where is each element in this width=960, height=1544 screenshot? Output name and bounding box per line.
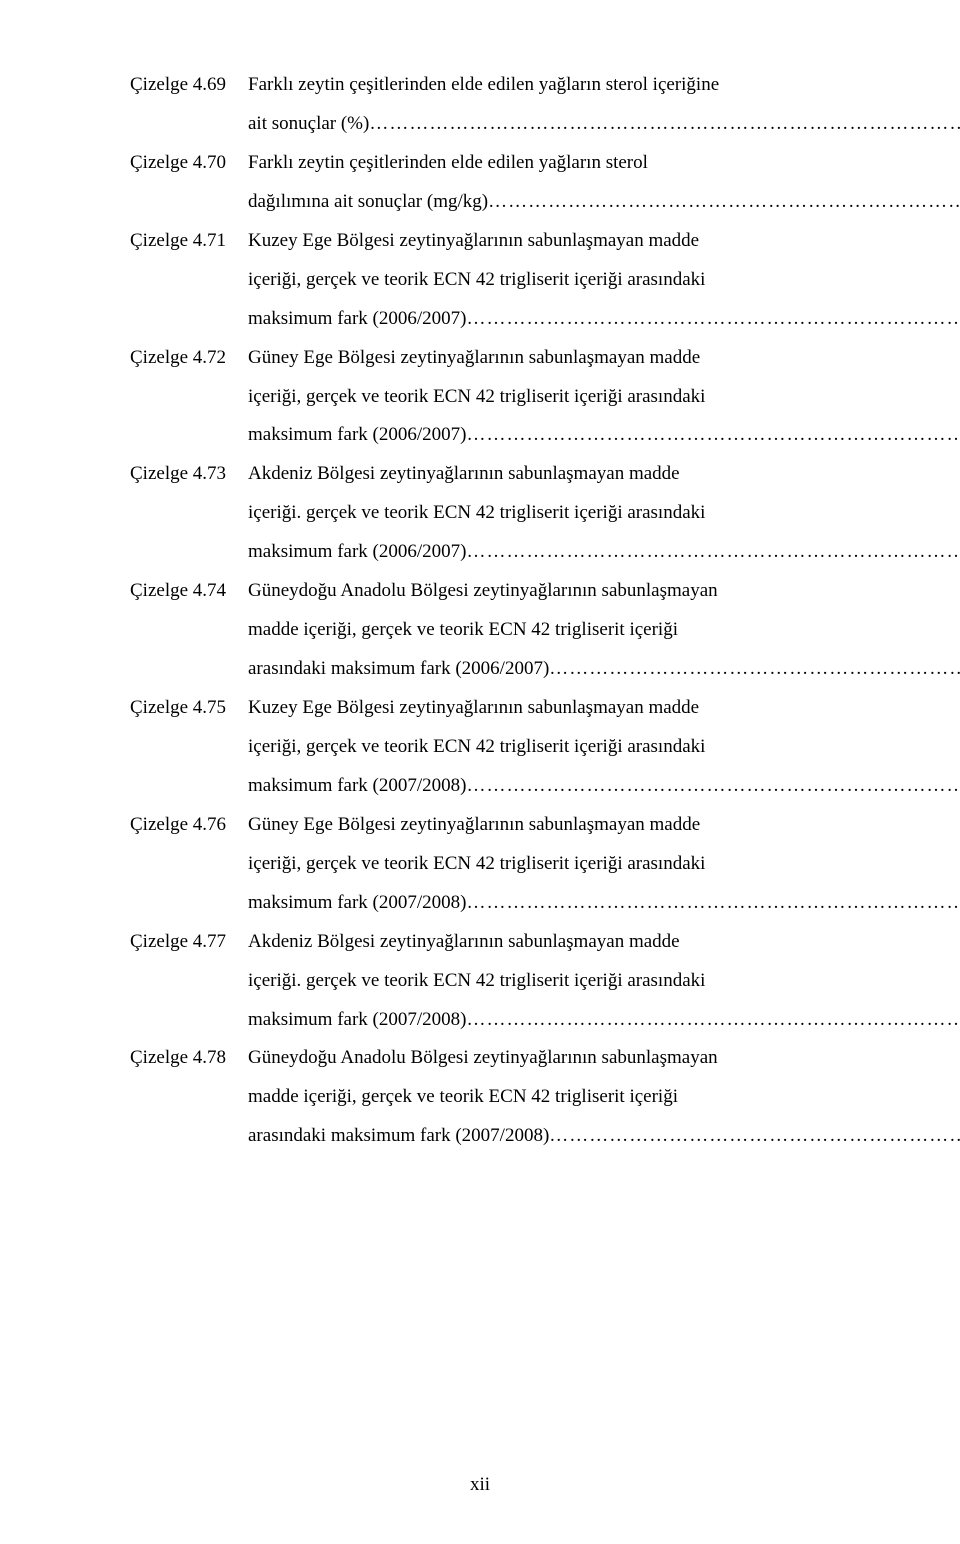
toc-row: Çizelge 4.72Güney Ege Bölgesi zeytinyağl… bbox=[130, 339, 850, 378]
entry-tail: maksimum fark (2007/2008) bbox=[248, 884, 466, 923]
entry-last-line: maksimum fark (2006/2007)………………………………………… bbox=[248, 416, 960, 455]
entry-last-line: maksimum fark (2006/2007)………………………………………… bbox=[248, 300, 960, 339]
toc-entries: Çizelge 4.69Farklı zeytin çeşitlerinden … bbox=[130, 66, 850, 1156]
entry-description: dağılımına ait sonuçlar (mg/kg)………………………… bbox=[248, 183, 960, 222]
toc-row: içeriği, gerçek ve teorik ECN 42 triglis… bbox=[130, 378, 850, 417]
toc-row: Çizelge 4.76Güney Ege Bölgesi zeytinyağl… bbox=[130, 806, 850, 845]
entry-description: Kuzey Ege Bölgesi zeytinyağlarının sabun… bbox=[248, 222, 790, 261]
toc-row: maksimum fark (2006/2007)………………………………………… bbox=[130, 416, 850, 455]
entry-description: Farklı zeytin çeşitlerinden elde edilen … bbox=[248, 66, 790, 105]
entry-last-line: arasındaki maksimum fark (2006/2007)…………… bbox=[248, 650, 960, 689]
entry-description: içeriği. gerçek ve teorik ECN 42 triglis… bbox=[248, 962, 790, 1001]
leader-dots: …………………………………………………………………………………………………………… bbox=[466, 1001, 960, 1040]
entry-last-line: maksimum fark (2006/2007)………………………………………… bbox=[248, 533, 960, 572]
entry-description: içeriği, gerçek ve teorik ECN 42 triglis… bbox=[248, 845, 790, 884]
toc-row: Çizelge 4.71Kuzey Ege Bölgesi zeytinyağl… bbox=[130, 222, 850, 261]
toc-row: maksimum fark (2007/2008)………………………………………… bbox=[130, 767, 850, 806]
entry-last-line: arasındaki maksimum fark (2007/2008)…………… bbox=[248, 1117, 960, 1156]
entry-last-line: maksimum fark (2007/2008)………………………………………… bbox=[248, 1001, 960, 1040]
entry-description: içeriği, gerçek ve teorik ECN 42 triglis… bbox=[248, 378, 790, 417]
entry-description: Güneydoğu Anadolu Bölgesi zeytinyağların… bbox=[248, 572, 790, 611]
entry-last-line: maksimum fark (2007/2008)………………………………………… bbox=[248, 767, 960, 806]
entry-description: Farklı zeytin çeşitlerinden elde edilen … bbox=[248, 144, 790, 183]
entry-label: Çizelge 4.73 bbox=[130, 455, 248, 494]
entry-label: Çizelge 4.75 bbox=[130, 689, 248, 728]
leader-dots: …………………………………………………………………………………………………………… bbox=[466, 533, 960, 572]
entry-last-line: ait sonuçlar (%)………………………………………………………………… bbox=[248, 105, 960, 144]
entry-description: madde içeriği, gerçek ve teorik ECN 42 t… bbox=[248, 611, 790, 650]
entry-label: Çizelge 4.77 bbox=[130, 923, 248, 962]
entry-label: Çizelge 4.70 bbox=[130, 144, 248, 183]
entry-description: madde içeriği, gerçek ve teorik ECN 42 t… bbox=[248, 1078, 790, 1117]
toc-row: maksimum fark (2006/2007)………………………………………… bbox=[130, 533, 850, 572]
entry-tail: arasındaki maksimum fark (2006/2007) bbox=[248, 650, 549, 689]
entry-tail: maksimum fark (2007/2008) bbox=[248, 1001, 466, 1040]
entry-description: ait sonuçlar (%)………………………………………………………………… bbox=[248, 105, 960, 144]
toc-row: madde içeriği, gerçek ve teorik ECN 42 t… bbox=[130, 1078, 850, 1117]
toc-row: maksimum fark (2007/2008)………………………………………… bbox=[130, 884, 850, 923]
entry-description: Akdeniz Bölgesi zeytinyağlarının sabunla… bbox=[248, 923, 790, 962]
toc-row: içeriği, gerçek ve teorik ECN 42 triglis… bbox=[130, 728, 850, 767]
entry-label: Çizelge 4.69 bbox=[130, 66, 248, 105]
entry-description: maksimum fark (2007/2008)………………………………………… bbox=[248, 884, 960, 923]
toc-row: Çizelge 4.70Farklı zeytin çeşitlerinden … bbox=[130, 144, 850, 183]
entry-tail: maksimum fark (2006/2007) bbox=[248, 533, 466, 572]
entry-description: arasındaki maksimum fark (2007/2008)…………… bbox=[248, 1117, 960, 1156]
entry-last-line: dağılımına ait sonuçlar (mg/kg)………………………… bbox=[248, 183, 960, 222]
toc-row: içeriği, gerçek ve teorik ECN 42 triglis… bbox=[130, 261, 850, 300]
leader-dots: …………………………………………………………………………………………………………… bbox=[466, 300, 960, 339]
entry-label: Çizelge 4.71 bbox=[130, 222, 248, 261]
entry-label: Çizelge 4.72 bbox=[130, 339, 248, 378]
entry-tail: dağılımına ait sonuçlar (mg/kg) bbox=[248, 183, 488, 222]
toc-row: dağılımına ait sonuçlar (mg/kg)………………………… bbox=[130, 183, 850, 222]
page-number: xii bbox=[0, 1474, 960, 1496]
leader-dots: …………………………………………………………………………………………………………… bbox=[466, 767, 960, 806]
entry-description: maksimum fark (2006/2007)………………………………………… bbox=[248, 300, 960, 339]
entry-tail: maksimum fark (2007/2008) bbox=[248, 767, 466, 806]
entry-description: Güneydoğu Anadolu Bölgesi zeytinyağların… bbox=[248, 1039, 790, 1078]
toc-row: içeriği. gerçek ve teorik ECN 42 triglis… bbox=[130, 962, 850, 1001]
entry-description: Güney Ege Bölgesi zeytinyağlarının sabun… bbox=[248, 339, 790, 378]
toc-row: Çizelge 4.73Akdeniz Bölgesi zeytinyağlar… bbox=[130, 455, 850, 494]
entry-description: içeriği. gerçek ve teorik ECN 42 triglis… bbox=[248, 494, 790, 533]
toc-row: ait sonuçlar (%)………………………………………………………………… bbox=[130, 105, 850, 144]
leader-dots: …………………………………………………………………………………………………………… bbox=[488, 183, 960, 222]
entry-description: Güney Ege Bölgesi zeytinyağlarının sabun… bbox=[248, 806, 790, 845]
toc-row: arasındaki maksimum fark (2007/2008)…………… bbox=[130, 1117, 850, 1156]
entry-label: Çizelge 4.74 bbox=[130, 572, 248, 611]
toc-row: Çizelge 4.77Akdeniz Bölgesi zeytinyağlar… bbox=[130, 923, 850, 962]
toc-row: arasındaki maksimum fark (2006/2007)…………… bbox=[130, 650, 850, 689]
leader-dots: …………………………………………………………………………………………………………… bbox=[549, 1117, 960, 1156]
entry-tail: arasındaki maksimum fark (2007/2008) bbox=[248, 1117, 549, 1156]
toc-row: Çizelge 4.74Güneydoğu Anadolu Bölgesi ze… bbox=[130, 572, 850, 611]
toc-row: içeriği. gerçek ve teorik ECN 42 triglis… bbox=[130, 494, 850, 533]
entry-description: Akdeniz Bölgesi zeytinyağlarının sabunla… bbox=[248, 455, 790, 494]
toc-row: maksimum fark (2006/2007)………………………………………… bbox=[130, 300, 850, 339]
entry-description: maksimum fark (2006/2007)………………………………………… bbox=[248, 533, 960, 572]
entry-description: maksimum fark (2007/2008)………………………………………… bbox=[248, 1001, 960, 1040]
entry-last-line: maksimum fark (2007/2008)………………………………………… bbox=[248, 884, 960, 923]
toc-row: Çizelge 4.78Güneydoğu Anadolu Bölgesi ze… bbox=[130, 1039, 850, 1078]
entry-description: arasındaki maksimum fark (2006/2007)…………… bbox=[248, 650, 960, 689]
entry-label: Çizelge 4.76 bbox=[130, 806, 248, 845]
entry-tail: maksimum fark (2006/2007) bbox=[248, 416, 466, 455]
toc-row: maksimum fark (2007/2008)………………………………………… bbox=[130, 1001, 850, 1040]
entry-label: Çizelge 4.78 bbox=[130, 1039, 248, 1078]
entry-description: maksimum fark (2006/2007)………………………………………… bbox=[248, 416, 960, 455]
entry-description: maksimum fark (2007/2008)………………………………………… bbox=[248, 767, 960, 806]
entry-description: Kuzey Ege Bölgesi zeytinyağlarının sabun… bbox=[248, 689, 790, 728]
toc-row: içeriği, gerçek ve teorik ECN 42 triglis… bbox=[130, 845, 850, 884]
entry-description: içeriği, gerçek ve teorik ECN 42 triglis… bbox=[248, 728, 790, 767]
entry-tail: ait sonuçlar (%) bbox=[248, 105, 369, 144]
toc-row: madde içeriği, gerçek ve teorik ECN 42 t… bbox=[130, 611, 850, 650]
toc-row: Çizelge 4.75Kuzey Ege Bölgesi zeytinyağl… bbox=[130, 689, 850, 728]
leader-dots: …………………………………………………………………………………………………………… bbox=[549, 650, 960, 689]
leader-dots: …………………………………………………………………………………………………………… bbox=[466, 884, 960, 923]
entry-tail: maksimum fark (2006/2007) bbox=[248, 300, 466, 339]
leader-dots: …………………………………………………………………………………………………………… bbox=[466, 416, 960, 455]
leader-dots: …………………………………………………………………………………………………………… bbox=[369, 105, 960, 144]
toc-row: Çizelge 4.69Farklı zeytin çeşitlerinden … bbox=[130, 66, 850, 105]
entry-description: içeriği, gerçek ve teorik ECN 42 triglis… bbox=[248, 261, 790, 300]
page: Çizelge 4.69Farklı zeytin çeşitlerinden … bbox=[0, 0, 960, 1544]
